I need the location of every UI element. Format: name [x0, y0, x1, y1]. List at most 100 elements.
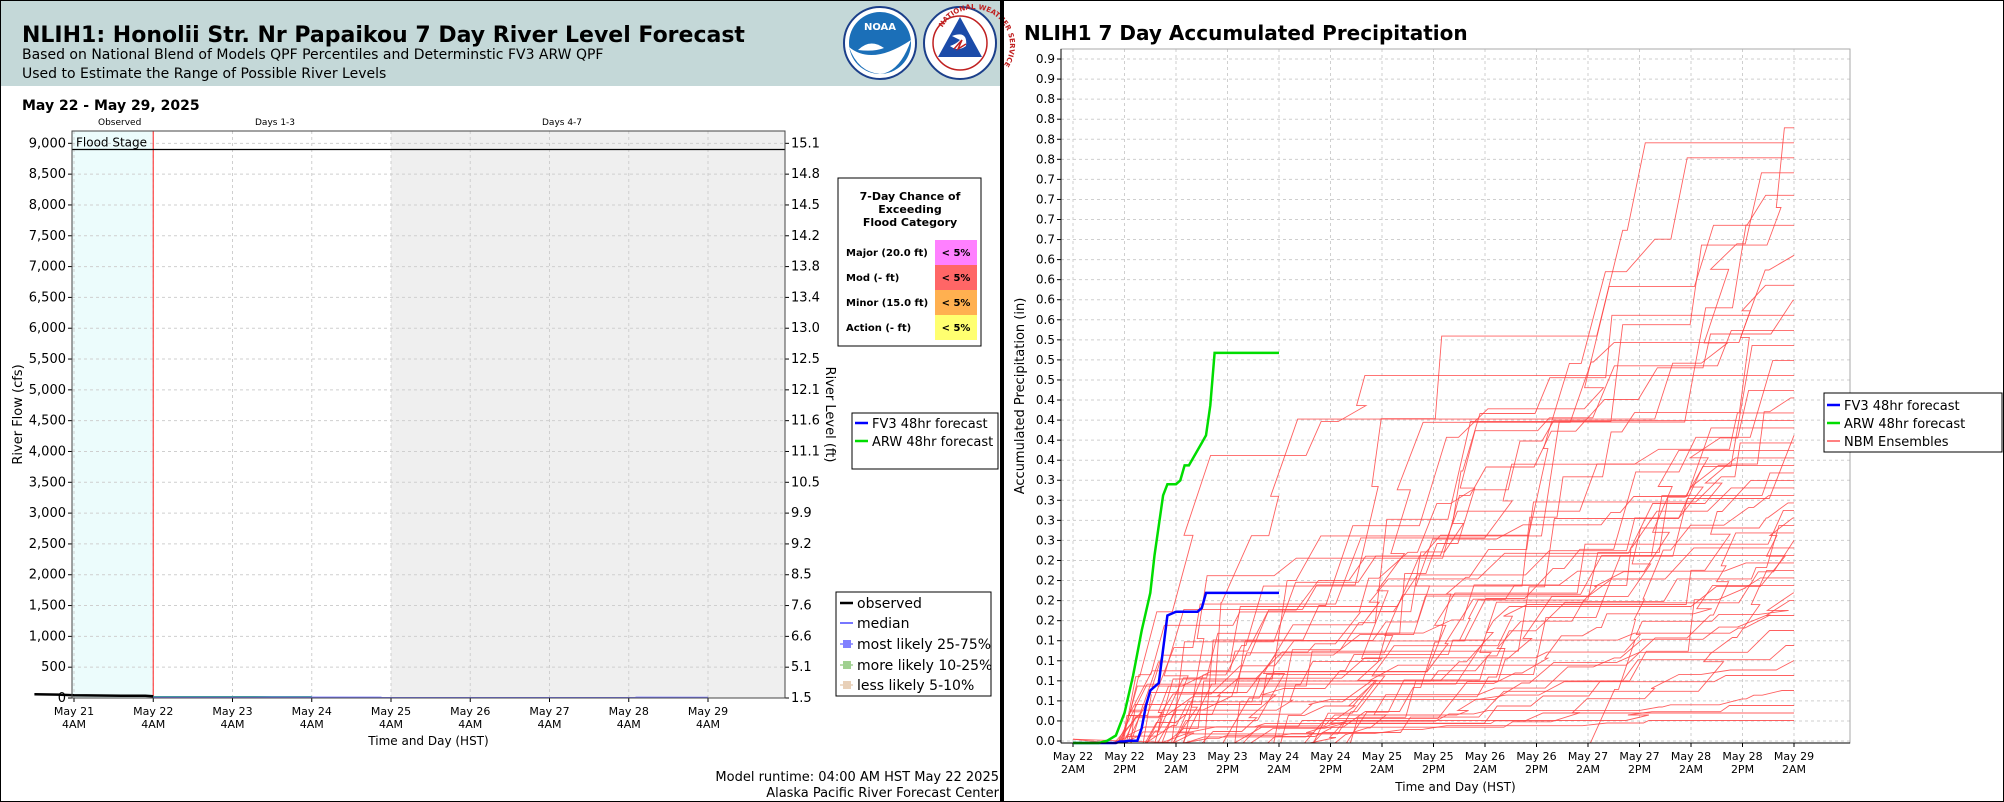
precip-x-tick-label-time: 2PM — [1113, 763, 1136, 776]
precip-y-tick-label: 0.2 — [1036, 574, 1055, 588]
nbm-ensemble-member — [1073, 435, 1795, 744]
precip-y-tick-label: 0.1 — [1036, 674, 1055, 688]
x-tick-label-time: 4AM — [617, 718, 641, 731]
precip-x-tick-label-time: 2AM — [1576, 763, 1600, 776]
flood-stage-label: Flood Stage — [76, 135, 147, 149]
y-tick-label-right: 8.5 — [791, 568, 812, 583]
precip-x-axis-title: Time and Day (HST) — [1394, 780, 1515, 794]
precip-x-tick-label-time: 2AM — [1061, 763, 1085, 776]
y-tick-label-right: 11.6 — [791, 414, 820, 429]
flood-major-value: < 5% — [942, 248, 971, 259]
period-label-observed: Observed — [98, 118, 141, 128]
x-tick-label-day: May 27 — [529, 705, 569, 718]
flood-action-swatch — [935, 315, 977, 340]
nbm-ensemble-member — [1073, 705, 1794, 744]
x-tick-label-time: 4AM — [220, 718, 244, 731]
precip-y-tick-label: 0.6 — [1036, 313, 1055, 327]
y-tick-label-right: 12.5 — [791, 352, 820, 367]
flood-table-title-3: Flood Category — [863, 216, 957, 229]
precip-legend-fv3-label: FV3 48hr forecast — [1844, 399, 1960, 414]
precip-x-tick-label-time: 2AM — [1370, 763, 1394, 776]
nbm-ensemble-member — [1073, 494, 1794, 744]
precip-y-tick-label: 0.2 — [1036, 553, 1055, 567]
x-tick-label-day: May 28 — [609, 705, 649, 718]
y-axis-title-right: River Level (ft) — [822, 367, 837, 463]
x-tick-label-time: 4AM — [458, 718, 482, 731]
nbm-ensemble-member — [1073, 419, 1794, 744]
nbm-ensemble-member — [1073, 592, 1794, 744]
river-flow-plot: 0 1.5 500 5.1 1,000 6.6 1,500 7.6 2,000 8.5 2,500 9… — [11, 130, 837, 748]
precip-y-tick-label: 0.3 — [1036, 493, 1055, 507]
probability-legend: observed median most likely 25-75% more … — [835, 591, 992, 697]
nbm-ensemble-member — [1073, 472, 1794, 744]
nbm-ensemble-lines — [1072, 127, 1795, 744]
precip-x-tick-label-time: 2AM — [1473, 763, 1497, 776]
precip-y-tick-label: 0.5 — [1036, 353, 1055, 367]
forecast-center: Alaska Pacific River Forecast Center — [766, 786, 999, 801]
x-tick-label-day: May 21 — [54, 705, 94, 718]
precip-y-tick-label: 0.2 — [1036, 594, 1055, 608]
flood-action-value: < 5% — [942, 323, 971, 334]
precip-y-tick-label: 0.7 — [1036, 233, 1055, 247]
nbm-ensemble-member — [1073, 487, 1794, 744]
precip-x-tick-label-day: May 26 — [1465, 750, 1505, 763]
precip-y-tick-label: 0.4 — [1036, 453, 1055, 467]
y-tick-label-left: 5,500 — [29, 352, 66, 367]
header-banner — [0, 0, 1002, 86]
precip-y-tick-label: 0.3 — [1036, 473, 1055, 487]
nbm-ensemble-member — [1073, 599, 1794, 744]
precip-y-tick-label: 0.1 — [1036, 634, 1055, 648]
y-tick-label-left: 3,500 — [29, 475, 66, 490]
precip-x-tick-label-day: May 24 — [1310, 750, 1350, 763]
date-range: May 22 - May 29, 2025 — [22, 98, 200, 114]
precip-x-tick-label-day: May 23 — [1156, 750, 1196, 763]
precip-x-tick-label-day: May 22 — [1053, 750, 1093, 763]
x-tick-label-day: May 23 — [212, 705, 252, 718]
x-tick-label-day: May 22 — [133, 705, 173, 718]
y-tick-label-right: 5.1 — [791, 660, 812, 675]
y-tick-label-left: 8,000 — [29, 198, 66, 213]
flood-moderate-swatch — [935, 265, 977, 290]
precip-x-tick-label-time: 2PM — [1422, 763, 1445, 776]
y-tick-label-left: 7,000 — [29, 260, 66, 275]
legend-median-label: median — [857, 616, 909, 632]
x-tick-label-time: 4AM — [300, 718, 324, 731]
precip-x-tick-label-day: May 26 — [1516, 750, 1556, 763]
precip-series-fv3-48hr-forecast — [1073, 591, 1279, 745]
precip-x-tick-label-day: May 25 — [1413, 750, 1453, 763]
nbm-ensemble-member — [1073, 142, 1794, 744]
y-tick-label-left: 9,000 — [29, 136, 66, 151]
precipitation-plot: 0.0 0.0 0.1 0.1 0.1 0.1 0.2 0.2 0.2 0.2 0.3 0.3 0.3 0… — [1013, 48, 1851, 794]
y-tick-label-right: 11.1 — [791, 444, 820, 459]
precip-y-tick-label: 0.5 — [1036, 373, 1055, 387]
y-tick-label-right: 13.8 — [791, 260, 820, 275]
y-tick-label-left: 3,000 — [29, 506, 66, 521]
precip-x-tick-label-day: May 27 — [1568, 750, 1608, 763]
y-tick-label-right: 9.9 — [791, 506, 812, 521]
x-tick-label-time: 4AM — [696, 718, 720, 731]
observed-region — [72, 131, 154, 698]
nbm-ensemble-member — [1073, 374, 1794, 744]
nbm-ensemble-member — [1073, 569, 1794, 744]
precip-y-tick-label: 0.6 — [1036, 293, 1055, 307]
nbm-ensemble-member — [1073, 389, 1794, 744]
y-tick-label-left: 7,500 — [29, 229, 66, 244]
precip-y-tick-label: 0.1 — [1036, 694, 1055, 708]
y-tick-label-right: 12.1 — [791, 383, 820, 398]
x-tick-label-time: 4AM — [62, 718, 86, 731]
legend-fv3-label: FV3 48hr forecast — [872, 417, 988, 432]
precip-y-tick-label: 0.4 — [1036, 393, 1055, 407]
nbm-ensemble-member — [1073, 645, 1794, 744]
precipitation-panel: NLIH1 7 Day Accumulated Precipitation 0.… — [1013, 21, 2003, 794]
precip-y-tick-label: 0.8 — [1036, 92, 1055, 106]
header-subtitle-2: Used to Estimate the Range of Possible R… — [22, 66, 386, 82]
legend-more-likely-label: more likely 10-25% — [857, 658, 992, 674]
days-4-7-region — [391, 131, 785, 698]
precip-y-tick-label: 0.7 — [1036, 172, 1055, 186]
precip-x-tick-label-time: 2PM — [1319, 763, 1342, 776]
x-tick-label-day: May 29 — [688, 705, 728, 718]
y-tick-label-right: 14.2 — [791, 229, 820, 244]
nbm-ensemble-member — [1073, 464, 1794, 744]
precip-y-tick-label: 0.3 — [1036, 513, 1055, 527]
